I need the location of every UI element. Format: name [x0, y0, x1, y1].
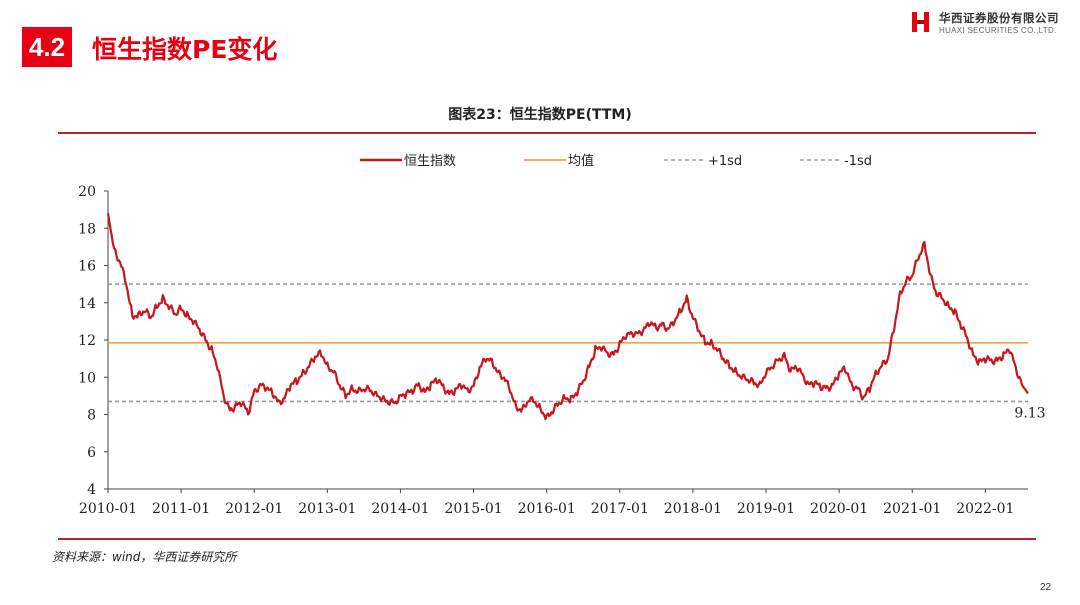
- y-tick-label: 14: [78, 296, 96, 312]
- logo-chinese-name: 华西证券股份有限公司: [939, 11, 1059, 25]
- y-tick-label: 18: [78, 221, 96, 237]
- legend-plus-1sd-label: +1sd: [708, 154, 742, 169]
- pe-line-chart: 4 6 8 10 12 14 16 18 20 2010-01 2011-01 2012-01 2013…: [78, 153, 1045, 517]
- page-title: 恒生指数PE变化: [92, 35, 278, 64]
- y-tick-label: 16: [78, 259, 96, 275]
- last-value-label: 9.13: [1014, 405, 1045, 421]
- chart-title: 图表23：恒生指数PE(TTM): [448, 107, 632, 123]
- page-number: 22: [1040, 582, 1052, 593]
- y-tick-label: 20: [78, 184, 96, 200]
- legend-minus-1sd-label: -1sd: [844, 154, 872, 169]
- x-tick-label: 2019-01: [737, 501, 795, 517]
- x-tick-label: 2020-01: [810, 501, 868, 517]
- x-tick-label: 2012-01: [225, 501, 283, 517]
- y-tick-label: 12: [78, 333, 96, 349]
- company-logo: 华西证券股份有限公司 HUAXI SECURITIES CO.,LTD.: [912, 8, 1072, 40]
- x-tick-label: 2016-01: [518, 501, 576, 517]
- bottom-rule: [58, 538, 1036, 540]
- x-tick-label: 2022-01: [956, 501, 1014, 517]
- legend-mean-label: 均值: [568, 153, 594, 169]
- x-tick-label: 2010-01: [79, 501, 137, 517]
- x-tick-label: 2013-01: [298, 501, 356, 517]
- series-line-hsi-pe: [106, 213, 1029, 421]
- top-rule: [58, 132, 1036, 134]
- x-tick-label: 2018-01: [664, 501, 722, 517]
- legend-hsi-label: 恒生指数: [404, 154, 456, 169]
- x-tick-label: 2014-01: [371, 501, 429, 517]
- x-tick-label: 2021-01: [883, 501, 941, 517]
- logo-mark-icon: [912, 12, 929, 32]
- y-tick-label: 10: [78, 370, 96, 386]
- logo-english-name: HUAXI SECURITIES CO.,LTD.: [939, 26, 1057, 35]
- x-tick-label: 2011-01: [152, 501, 210, 517]
- section-number-badge: 4.2: [22, 27, 72, 67]
- y-tick-label: 6: [87, 445, 96, 461]
- x-tick-label: 2017-01: [591, 501, 649, 517]
- source-note: 资料来源：wind，华西证券研究所: [52, 550, 237, 564]
- y-tick-label: 8: [87, 408, 96, 424]
- x-tick-label: 2015-01: [444, 501, 502, 517]
- y-tick-label: 4: [87, 482, 96, 498]
